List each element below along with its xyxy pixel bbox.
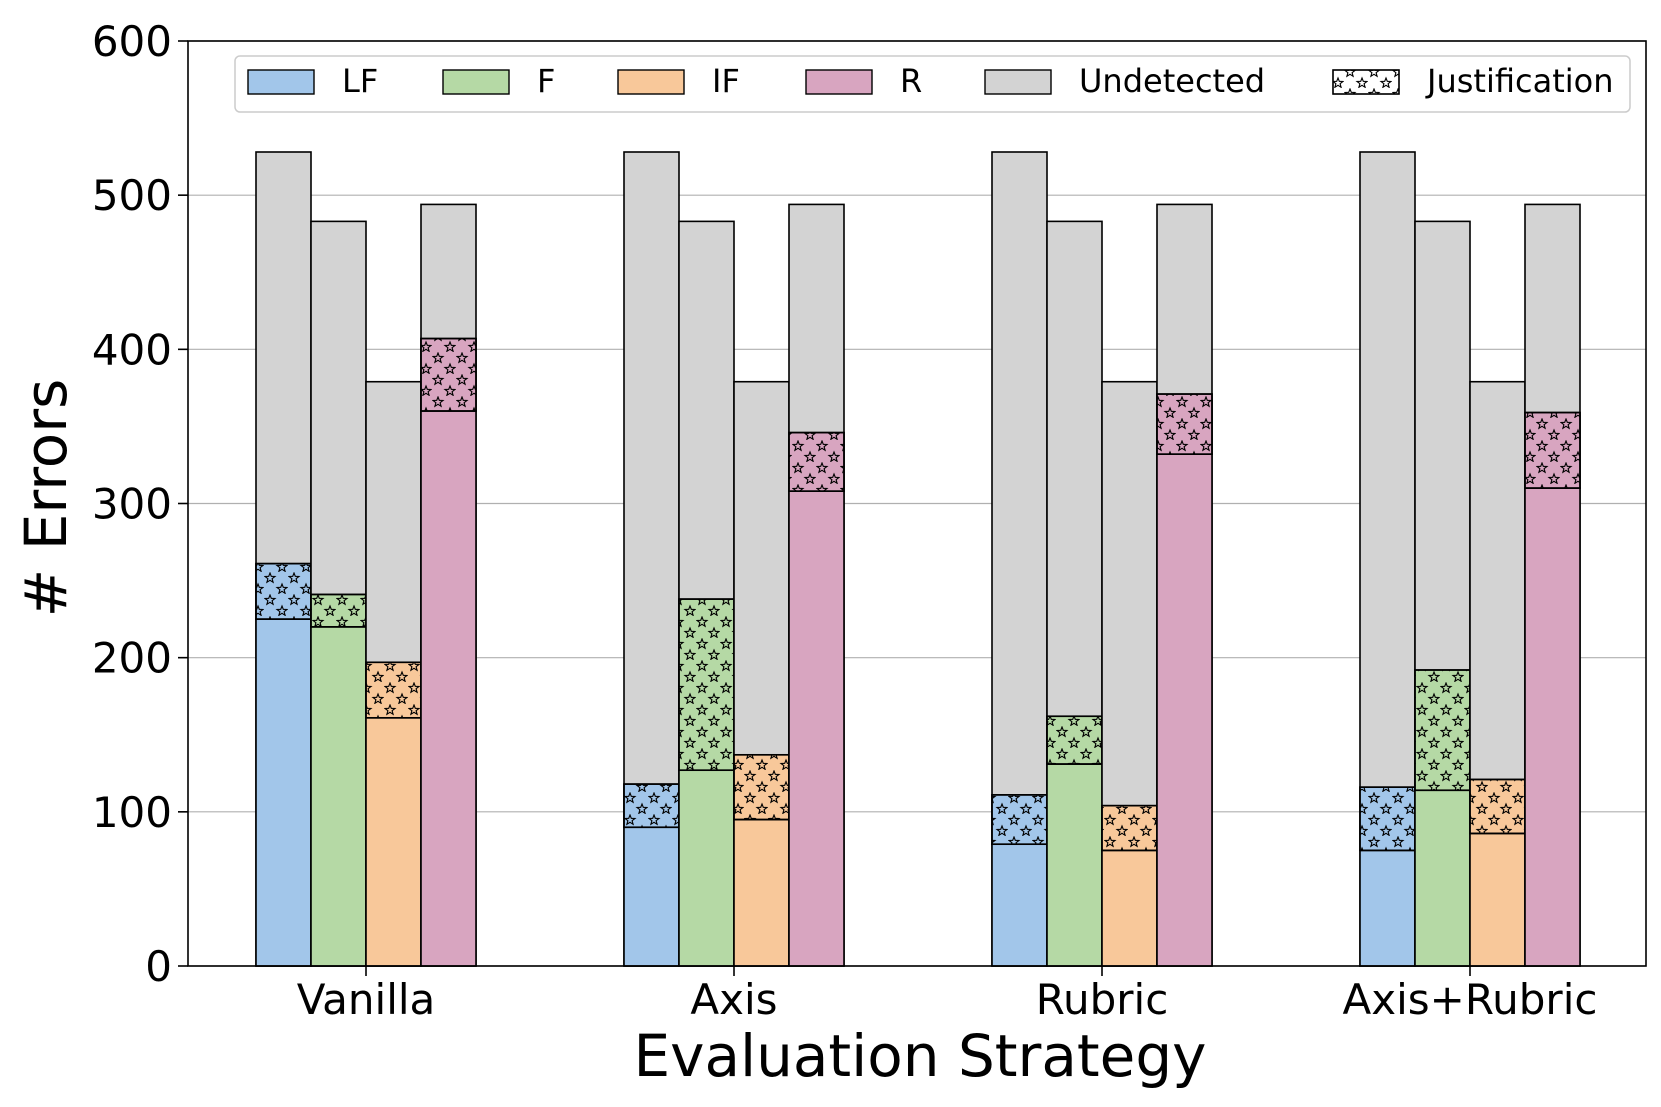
bar-r: [788, 490, 845, 967]
legend-box: [234, 55, 1631, 113]
bar-f: [310, 626, 367, 967]
legend-swatch: [805, 69, 873, 95]
legend-swatch: [442, 69, 510, 95]
y-tick-label: 300: [92, 480, 172, 529]
bar-r: [1524, 487, 1581, 967]
legend-label: Undetected: [1079, 62, 1265, 100]
bar-justification-hatch: [1414, 669, 1471, 792]
bar-justification-hatch: [788, 431, 845, 492]
bar-lf: [991, 843, 1048, 967]
bar-r: [420, 410, 477, 967]
bar-justification-hatch: [1156, 393, 1213, 455]
bar-justification-hatch: [365, 661, 422, 719]
x-axis-title: Evaluation Strategy: [634, 1022, 1207, 1090]
y-tick-label: 500: [92, 171, 172, 220]
legend-label: F: [537, 62, 555, 100]
bar-lf: [1359, 849, 1416, 967]
bar-if: [1469, 832, 1526, 967]
y-tick-label: 600: [92, 17, 172, 66]
bar-justification-hatch: [310, 593, 367, 628]
bar-justification-hatch: [1101, 804, 1158, 852]
bar-f: [1046, 763, 1103, 967]
bar-justification-hatch: [623, 783, 680, 829]
y-axis-title: # Errors: [12, 379, 80, 618]
legend-swatch: [984, 69, 1052, 95]
x-tick-label: Axis: [690, 975, 777, 1024]
bar-justification-hatch: [1469, 778, 1526, 835]
legend-label: Justification: [1425, 62, 1613, 100]
legend-label: IF: [712, 62, 740, 100]
y-tick-label: 200: [92, 634, 172, 683]
bar-f: [678, 769, 735, 967]
bar-justification-hatch: [1524, 411, 1581, 489]
bar-if: [365, 716, 422, 967]
y-tick-label: 100: [92, 788, 172, 837]
bar-if: [1101, 849, 1158, 967]
x-tick-label: Rubric: [1036, 975, 1169, 1024]
bar-r: [1156, 453, 1213, 967]
y-tick-label: 400: [92, 325, 172, 374]
axes: Vanilla Axis Rubric Axis+Rubric 0 100 200 300 40…: [92, 17, 1647, 1024]
bar-if: [733, 818, 790, 967]
legend: LF F IF R Undetected Justification: [234, 55, 1631, 113]
bar-justification-hatch: [991, 794, 1048, 846]
legend-swatch: [617, 69, 685, 95]
bar-f: [1414, 789, 1471, 967]
bar-justification-hatch: [1046, 715, 1103, 765]
x-tick-label: Axis+Rubric: [1343, 975, 1598, 1024]
bar-justification-hatch: [420, 337, 477, 412]
legend-label: LF: [342, 62, 378, 100]
bar-justification-hatch: [255, 562, 312, 620]
bar-justification-hatch: [678, 598, 735, 772]
bars: [255, 151, 1581, 967]
legend-label: R: [900, 62, 922, 100]
bar-lf: [255, 618, 312, 967]
bar-justification-hatch: [733, 753, 790, 821]
y-tick-label: 0: [145, 942, 172, 991]
legend-swatch-hatch: [1332, 69, 1400, 95]
bar-justification-hatch: [1359, 786, 1416, 852]
legend-swatch: [247, 69, 315, 95]
bar-lf: [623, 826, 680, 967]
x-tick-label: Vanilla: [297, 975, 436, 1024]
